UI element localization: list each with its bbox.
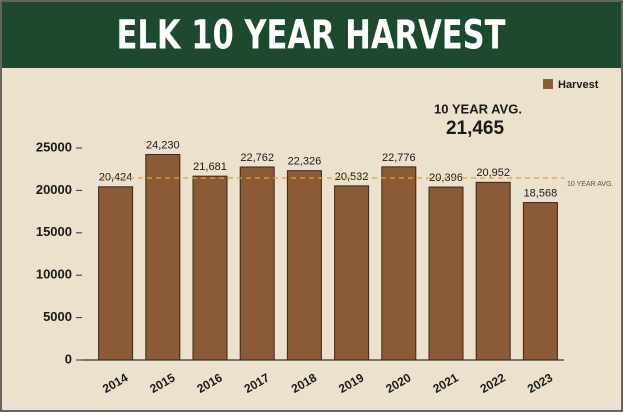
average-side-label: 10 YEAR AVG. [567, 181, 613, 188]
y-tick-label: 0 [65, 351, 72, 366]
title-banner [2, 2, 621, 68]
data-label: 22,326 [288, 156, 322, 168]
bar [239, 166, 275, 361]
y-tick-label: 5000 [43, 309, 72, 324]
bar [475, 181, 511, 361]
legend-label: Harvest [558, 79, 599, 91]
bar [522, 202, 558, 361]
bar [98, 186, 134, 361]
bar [334, 185, 370, 361]
average-title: 10 YEAR AVG. [434, 101, 522, 116]
y-tick-label: 20000 [36, 182, 72, 197]
bar [192, 175, 228, 361]
data-label: 21,681 [193, 161, 227, 173]
data-label: 22,776 [382, 152, 416, 164]
data-label: 18,568 [524, 187, 558, 199]
data-label: 22,762 [240, 152, 274, 164]
bar [286, 170, 322, 361]
y-tick-label: 15000 [36, 224, 72, 239]
legend-swatch [543, 79, 553, 89]
y-tick-label: 25000 [36, 139, 72, 154]
average-value: 21,465 [446, 118, 505, 139]
data-label: 20,952 [476, 167, 510, 179]
chart-title: ELK 10 YEAR HARVEST [116, 12, 505, 58]
data-label: 24,230 [146, 139, 180, 151]
bar [428, 186, 464, 361]
bar [145, 154, 181, 361]
y-tick-label: 10000 [36, 267, 72, 282]
data-label: 20,532 [335, 171, 369, 183]
bar [381, 166, 417, 361]
